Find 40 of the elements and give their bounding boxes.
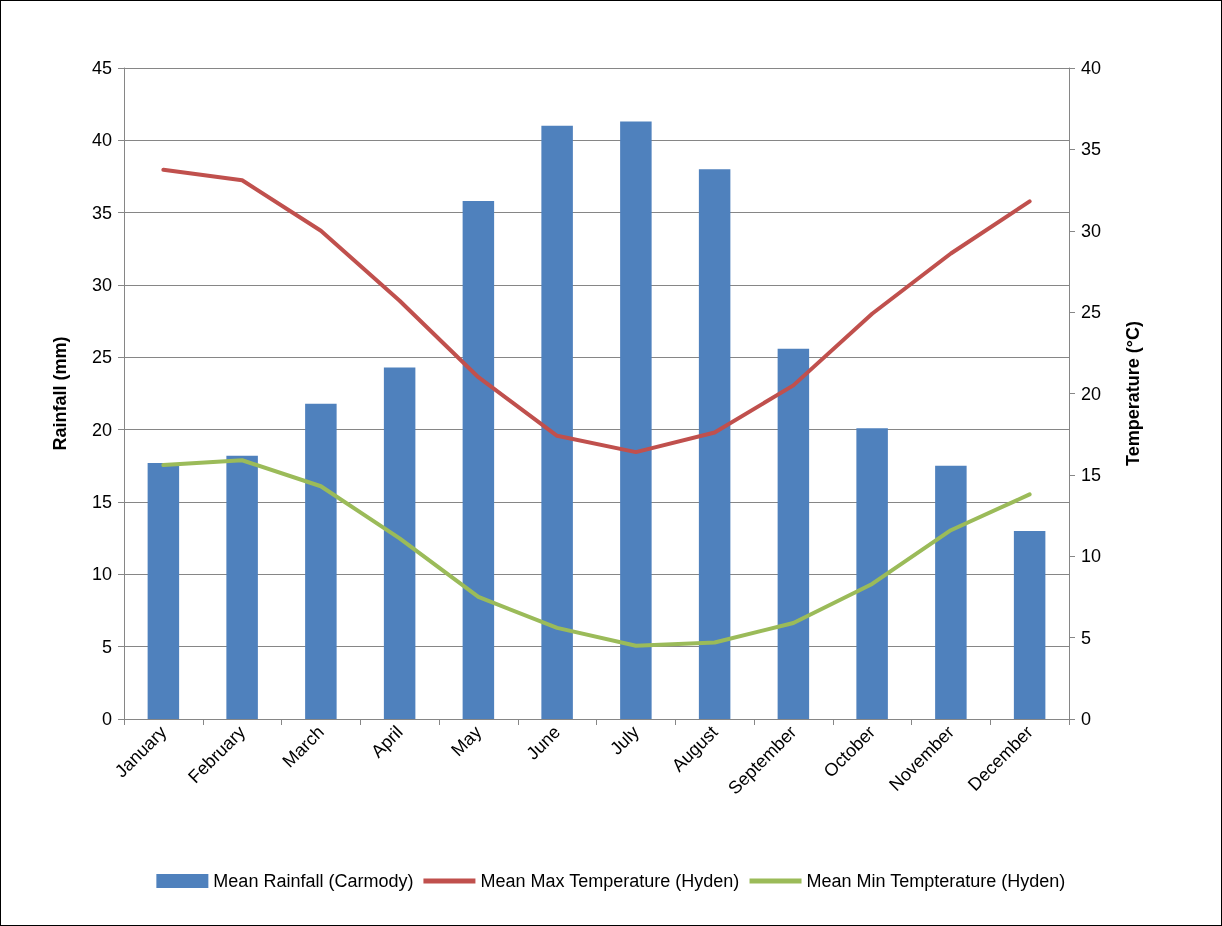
y2-tick-label: 30	[1081, 220, 1102, 241]
legend-label: Mean Min Tempterature (Hyden)	[806, 871, 1066, 891]
line-series	[161, 167, 1032, 455]
y2-tick-label: 40	[1081, 58, 1102, 78]
x-tick-label: May	[447, 721, 486, 761]
bar	[698, 169, 731, 719]
y2-axis-title: Temperature (°C)	[1123, 321, 1143, 466]
bar	[383, 367, 416, 719]
bar	[1013, 530, 1046, 719]
legend-label: Mean Rainfall (Carmody)	[213, 871, 414, 891]
y-tick-label: 45	[91, 58, 112, 78]
bar	[147, 462, 180, 719]
y-tick-label: 25	[91, 347, 112, 368]
y2-tick-label: 25	[1081, 302, 1102, 323]
y-axis-title: Rainfall (mm)	[50, 336, 70, 451]
bar	[620, 121, 652, 719]
y-tick-label: 15	[91, 492, 112, 512]
y2-tick-label: 0	[1081, 709, 1092, 729]
y2-tick-label: 10	[1081, 546, 1102, 567]
x-tick-label: July	[606, 721, 643, 759]
y-tick-label: 10	[91, 564, 112, 585]
y2-tick-label: 35	[1081, 139, 1102, 160]
legend-label: Mean Max Temperature (Hyden)	[480, 871, 740, 891]
y-tick-label: 0	[101, 709, 112, 729]
bar	[462, 201, 495, 719]
y-tick-label: 40	[91, 130, 112, 151]
bar	[777, 348, 810, 719]
bar	[935, 465, 967, 719]
y2-tick-label: 5	[1081, 627, 1092, 648]
y2-tick-label: 15	[1081, 464, 1102, 485]
y-tick-label: 5	[101, 636, 112, 657]
y-tick-label: 30	[91, 275, 112, 295]
bar	[856, 428, 888, 719]
y-tick-label: 35	[91, 202, 112, 223]
bar	[541, 125, 573, 719]
y-tick-label: 20	[91, 419, 112, 440]
bar	[305, 403, 337, 719]
bar	[226, 455, 258, 719]
line-series	[161, 458, 1032, 648]
y2-tick-label: 20	[1081, 383, 1102, 404]
